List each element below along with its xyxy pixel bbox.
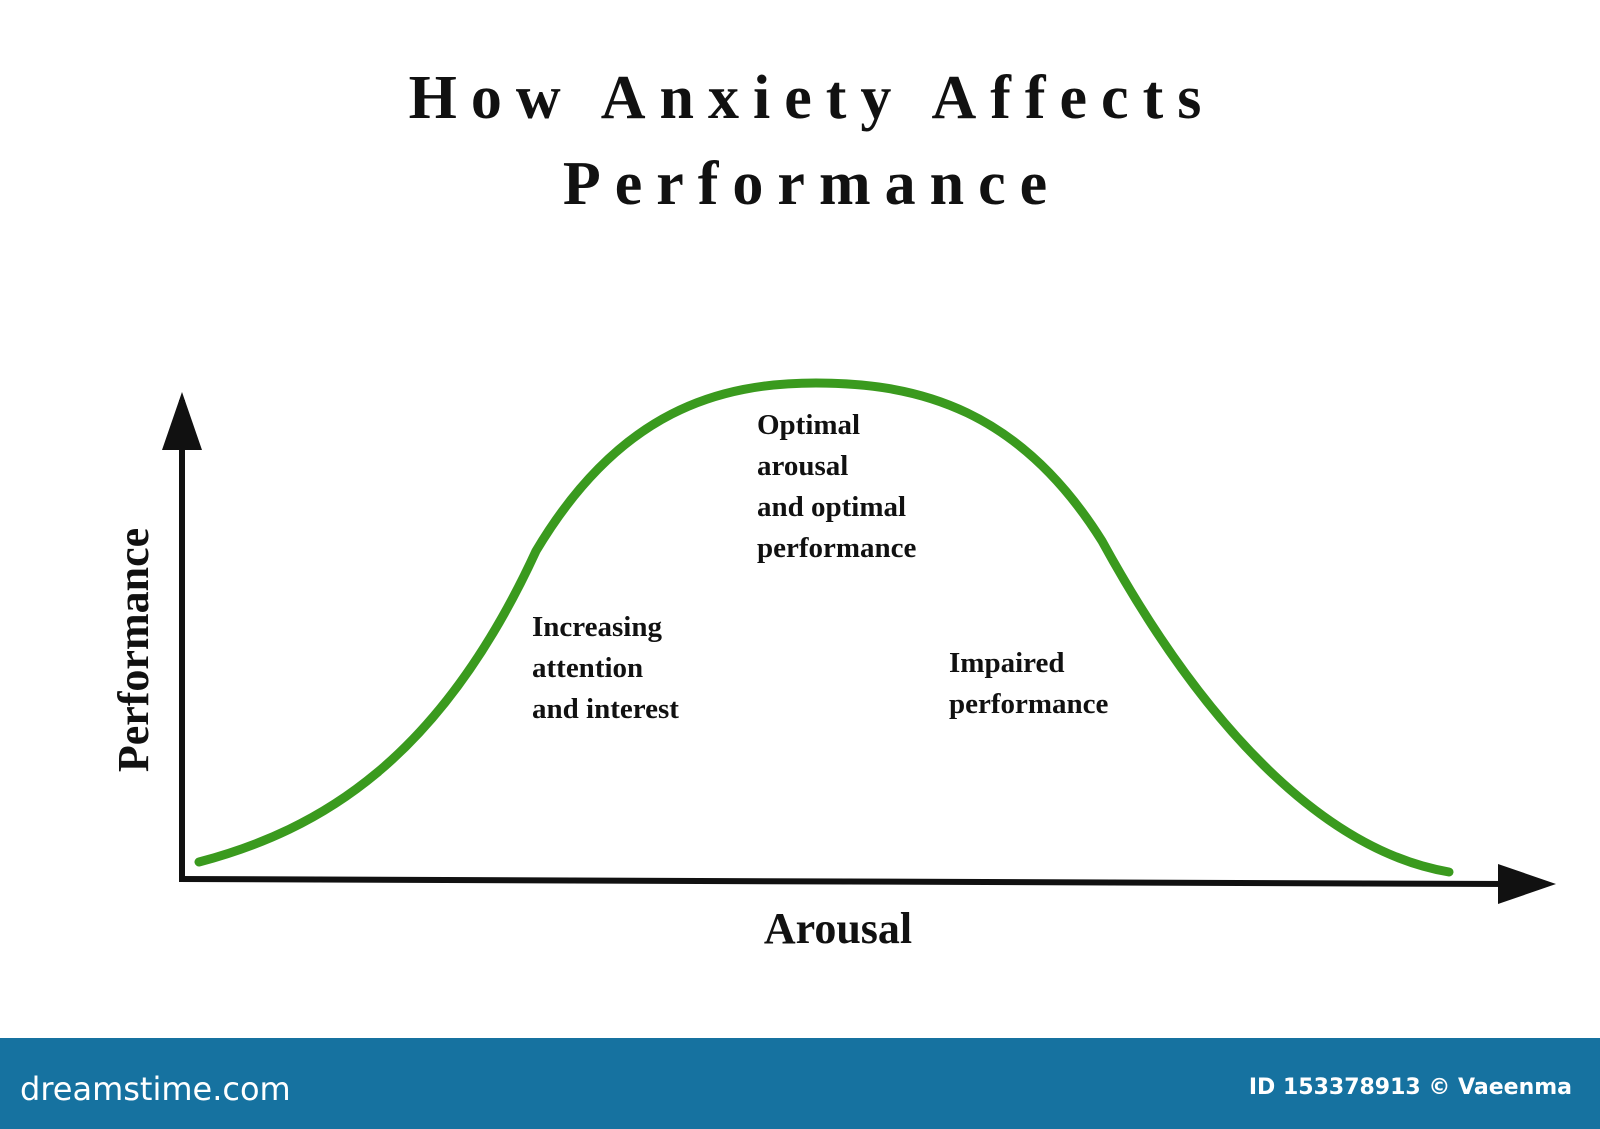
title-line: How Anxiety Affects (409, 64, 1216, 132)
performance-curve (194, 378, 1454, 877)
annotation-line: performance (757, 532, 917, 564)
x-axis (178, 876, 1511, 887)
footer-bar (0, 1038, 1600, 1129)
annotation-line: performance (949, 688, 1109, 720)
footer-credit: ID 153378913 © Vaeenma (1249, 1075, 1572, 1100)
title-line: Performance (563, 150, 1061, 218)
annotation-line: and interest (532, 693, 679, 725)
annotation-line: attention (532, 652, 643, 684)
footer-brand: dreamstime.com (20, 1070, 291, 1108)
y-axis-arrow (162, 392, 202, 450)
annotation-line: arousal (757, 450, 848, 482)
annotation-line: Optimal (757, 409, 860, 441)
x-axis-label: Arousal (764, 904, 912, 953)
x-axis-arrow (1498, 864, 1556, 904)
y-axis-label: Performance (109, 528, 158, 772)
background (0, 0, 1600, 1038)
annotation-line: Increasing (532, 611, 662, 643)
annotation-line: Impaired (949, 647, 1064, 679)
annotation-line: and optimal (757, 491, 906, 523)
annotations: Increasing attention and interest Optimal ar… (532, 409, 1109, 725)
